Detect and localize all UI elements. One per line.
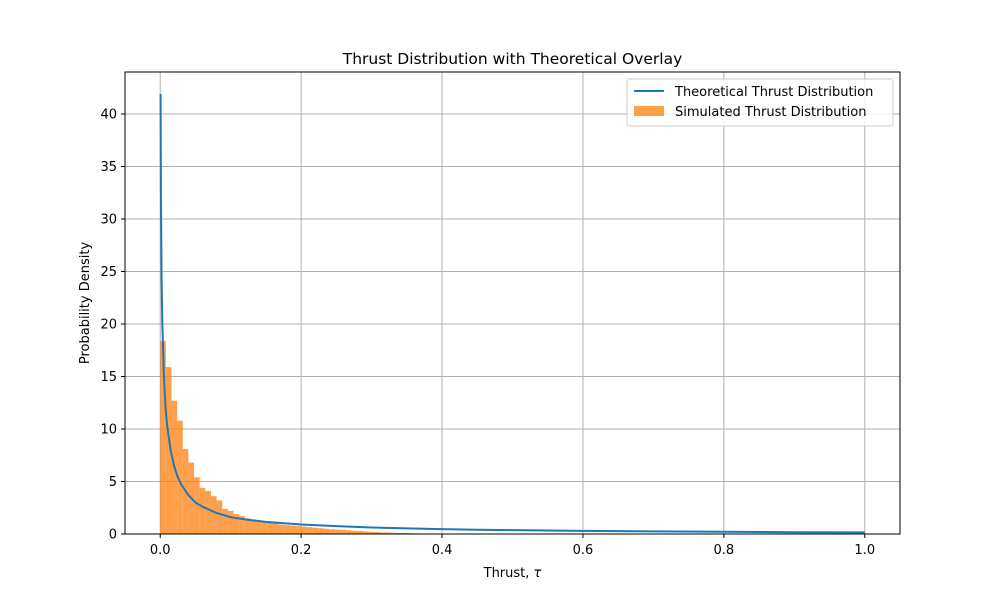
histogram-bar <box>210 496 217 534</box>
x-tick-label: 1.0 <box>854 543 875 558</box>
histogram-bar <box>160 340 166 534</box>
histogram-bar <box>199 487 206 534</box>
histogram-bar <box>346 530 352 534</box>
y-tick-label: 35 <box>100 160 117 175</box>
histogram-bar <box>244 518 251 534</box>
histogram-bar <box>222 508 228 534</box>
histogram-bar <box>363 531 369 534</box>
legend: Theoretical Thrust Distribution Simulate… <box>626 78 894 127</box>
histogram-bar <box>272 523 279 534</box>
y-tick-label: 20 <box>100 318 117 333</box>
histogram-bar <box>374 531 381 534</box>
histogram-bar <box>177 420 183 534</box>
histogram-bar <box>289 525 296 534</box>
histogram-bar <box>233 514 240 534</box>
legend-box <box>626 78 894 127</box>
legend-label-theoretical: Theoretical Thrust Distribution <box>674 85 873 100</box>
histogram-bar <box>334 529 341 534</box>
histogram-bar <box>385 532 392 534</box>
histogram-bar <box>357 531 364 534</box>
histogram-bar <box>261 521 268 534</box>
histogram-bar <box>340 529 347 534</box>
legend-bar-swatch <box>634 106 664 116</box>
histogram-bar <box>380 532 386 534</box>
y-axis-label: Probability Density <box>78 242 93 365</box>
histogram-bar <box>205 490 211 534</box>
y-tick-label: 40 <box>100 108 117 123</box>
histogram-bar <box>396 532 403 534</box>
y-tick-label: 30 <box>100 213 117 228</box>
y-tick-label: 15 <box>100 370 117 385</box>
histogram-bar <box>323 528 330 534</box>
histogram-bar <box>301 526 307 534</box>
histogram-bar <box>194 477 200 534</box>
histogram-bar <box>295 526 302 534</box>
histogram-bar <box>250 519 257 534</box>
histogram-bar <box>216 500 223 534</box>
chart-title: Thrust Distribution with Theoretical Ove… <box>342 50 683 68</box>
x-tick-label: 0.6 <box>573 543 594 558</box>
histogram-bar <box>227 510 234 534</box>
theoretical-line <box>159 94 865 534</box>
x-tick-label: 0.0 <box>150 543 171 558</box>
histogram-bar <box>312 527 319 534</box>
x-tick-label: 0.4 <box>432 543 453 558</box>
legend-label-simulated: Simulated Thrust Distribution <box>675 105 866 120</box>
histogram-bar <box>318 528 324 534</box>
histogram-bar <box>239 516 245 534</box>
x-tick-label: 0.2 <box>291 543 312 558</box>
x-axis-label: Thrust, τ <box>483 566 542 581</box>
y-tick-label: 0 <box>109 528 117 543</box>
histogram-bar <box>267 522 273 534</box>
histogram-bar <box>402 532 409 534</box>
x-axis-ticks: 0.0 0.2 0.4 0.6 0.8 1.0 <box>150 534 875 558</box>
histogram-bar <box>284 525 290 534</box>
y-tick-label: 5 <box>109 475 117 490</box>
histogram-bar <box>256 520 262 534</box>
histogram-bar <box>391 532 397 534</box>
grid-lines <box>125 72 900 535</box>
histogram-bar <box>368 531 375 534</box>
y-axis-ticks: 0 5 10 15 20 25 30 35 40 <box>100 108 125 543</box>
histogram-bar <box>329 529 335 534</box>
x-tick-label: 0.8 <box>714 543 735 558</box>
histogram-bar <box>351 530 358 534</box>
histogram-bar <box>278 524 285 534</box>
y-tick-label: 10 <box>100 423 117 438</box>
plot-frame <box>124 71 901 535</box>
y-tick-label: 25 <box>100 265 117 280</box>
histogram-bar <box>165 367 172 534</box>
histogram-bar <box>306 527 313 534</box>
